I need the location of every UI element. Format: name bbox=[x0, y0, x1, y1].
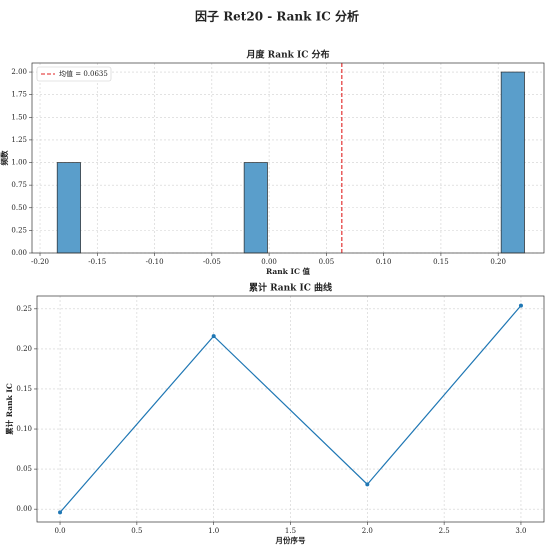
x-tick-label: 0.00 bbox=[261, 258, 277, 266]
x-tick-label: 1.0 bbox=[208, 527, 219, 535]
figure-title: 因子 Ret20 - Rank IC 分析 bbox=[195, 9, 359, 24]
point bbox=[365, 482, 370, 487]
y-tick-label: 1.25 bbox=[11, 136, 27, 144]
point bbox=[518, 303, 523, 308]
point bbox=[58, 510, 63, 515]
bar bbox=[243, 162, 268, 254]
y-tick-label: 0.50 bbox=[11, 204, 27, 212]
x-tick-label: 3.0 bbox=[515, 527, 526, 535]
x-axis-label: Rank IC 值 bbox=[266, 266, 311, 276]
line bbox=[59, 305, 522, 513]
x-tick-label: 0.05 bbox=[319, 258, 335, 266]
x-tick-label: 0.10 bbox=[376, 258, 392, 266]
bar bbox=[56, 162, 81, 254]
x-tick-label: -0.10 bbox=[146, 258, 164, 266]
x-tick-label: 0.5 bbox=[131, 527, 142, 535]
y-tick-label: 1.75 bbox=[11, 91, 27, 99]
plot-title: 累计 Rank IC 曲线 bbox=[249, 282, 332, 294]
y-tick-label: 1.00 bbox=[11, 159, 27, 167]
x-tick-label: 0.0 bbox=[54, 527, 65, 535]
y-tick-label: 0.25 bbox=[11, 226, 27, 234]
y-tick-label: 0.25 bbox=[16, 305, 32, 313]
x-tick-label: -0.05 bbox=[203, 258, 221, 266]
y-axis-label: 累计 Rank IC bbox=[4, 383, 14, 435]
x-tick-label: 0.15 bbox=[433, 258, 449, 266]
legend-box bbox=[36, 66, 112, 82]
y-tick-label: 0.20 bbox=[16, 345, 32, 353]
bar bbox=[500, 71, 525, 254]
x-tick-label: 0.20 bbox=[490, 258, 506, 266]
plot-title: 月度 Rank IC 分布 bbox=[245, 49, 329, 61]
y-axis-label: 频数 bbox=[0, 150, 9, 165]
axes-frame bbox=[36, 295, 545, 523]
y-tick-label: 0.00 bbox=[11, 249, 27, 257]
x-tick-label: -0.20 bbox=[31, 258, 49, 266]
y-tick-label: 0.05 bbox=[16, 465, 32, 473]
y-tick-label: 0.15 bbox=[16, 385, 32, 393]
x-tick-label: 2.0 bbox=[362, 527, 373, 535]
x-axis-label: 月份序号 bbox=[275, 535, 306, 545]
y-tick-label: 0.10 bbox=[16, 425, 32, 433]
x-tick-label: 1.5 bbox=[285, 527, 296, 535]
y-tick-label: 2.00 bbox=[11, 68, 27, 76]
y-tick-label: 1.50 bbox=[11, 113, 27, 121]
y-tick-label: 0.00 bbox=[16, 505, 32, 513]
y-tick-label: 0.75 bbox=[11, 181, 27, 189]
x-tick-label: -0.15 bbox=[88, 258, 106, 266]
x-tick-label: 2.5 bbox=[439, 527, 450, 535]
legend-label: 均值 = 0.0635 bbox=[59, 69, 108, 78]
axes-frame bbox=[31, 62, 545, 254]
point bbox=[211, 334, 216, 339]
